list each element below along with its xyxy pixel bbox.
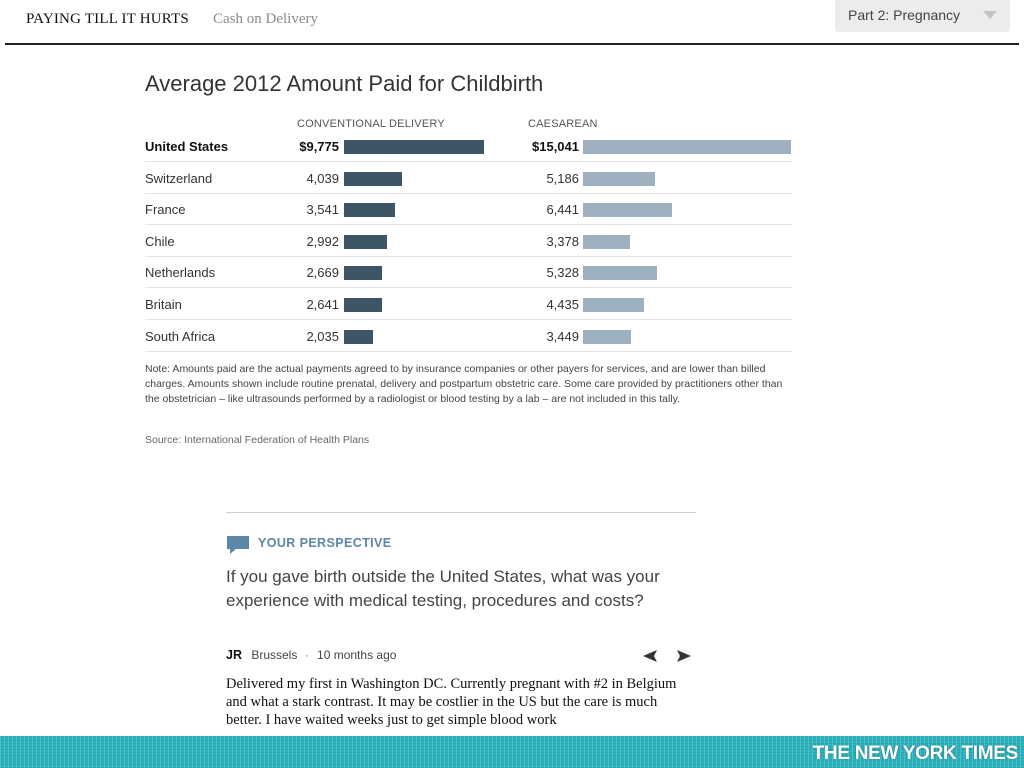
conventional-value-label: 2,035: [306, 328, 339, 344]
caesarean-value-label: 3,378: [546, 233, 579, 249]
conventional-value-label: 2,669: [306, 265, 339, 281]
conventional-value-label: 2,641: [306, 297, 339, 312]
chart-row: Britain 2,641 4,435: [145, 288, 792, 320]
conventional-bar: [344, 298, 382, 312]
series-title[interactable]: PAYING TILL IT HURTS: [26, 11, 189, 27]
country-label: United States: [145, 139, 229, 154]
part-select-label: Part 2: Pregnancy: [848, 7, 961, 23]
caesarean-value-label: 3,449: [546, 328, 579, 344]
chart-source: Source: International Federation of Heal…: [145, 434, 370, 446]
caesarean-bar: [583, 140, 791, 154]
chart-title: Average 2012 Amount Paid for Childbirth: [145, 71, 544, 96]
perspective-heading: YOUR PERSPECTIVE: [258, 536, 392, 550]
caesarean-value-label: $15,041: [532, 139, 579, 154]
caesarean-bar: [583, 171, 655, 186]
comment-meta: JR Brussels · 10 months ago: [226, 648, 396, 662]
conventional-bar: [344, 203, 395, 218]
caesarean-bar: [583, 298, 644, 312]
chart-row: Chile 2,992 3,378: [145, 225, 792, 257]
caesarean-bar: [583, 234, 630, 249]
arrow-right-icon[interactable]: [676, 649, 692, 663]
conventional-bar: [344, 266, 382, 281]
conventional-value-label: 2,992: [306, 233, 339, 249]
comment-time: 10 months ago: [317, 648, 397, 662]
caesarean-value-label: 5,328: [546, 265, 579, 281]
part-select-dropdown[interactable]: Part 2: Pregnancy: [835, 0, 1010, 32]
chevron-down-icon: [983, 11, 997, 19]
perspective-question: If you gave birth outside the United Sta…: [226, 567, 660, 610]
column-header-conventional: CONVENTIONAL DELIVERY: [297, 118, 445, 130]
conventional-value-label: 3,541: [306, 202, 339, 218]
conventional-bar: [344, 234, 387, 249]
chart-row: South Africa 2,035 3,449: [145, 320, 792, 352]
footer-banner: THE NEW YORK TIMES: [0, 736, 1024, 768]
comment-body: Delivered my first in Washington DC. Cur…: [226, 676, 677, 728]
caesarean-bar: [583, 203, 672, 218]
arrow-left-icon[interactable]: [642, 649, 658, 663]
country-label: Chile: [145, 233, 175, 249]
country-label: Britain: [145, 297, 182, 312]
conventional-bar: [344, 140, 484, 154]
country-label: South Africa: [145, 328, 216, 344]
caesarean-bar: [583, 329, 631, 344]
meta-separator: ·: [304, 648, 309, 662]
country-label: France: [145, 202, 186, 218]
chart-row: United States $9,775 $15,041: [145, 130, 792, 162]
caesarean-value-label: 5,186: [546, 170, 579, 186]
country-label: Netherlands: [145, 265, 216, 281]
conventional-value-label: 4,039: [306, 170, 339, 186]
comment-author: JR: [226, 648, 242, 662]
conventional-value-label: $9,775: [299, 139, 339, 154]
chart-row: Netherlands 2,669 5,328: [145, 256, 792, 289]
conventional-bar: [344, 329, 373, 344]
country-label: Switzerland: [145, 170, 213, 186]
conventional-bar: [344, 171, 402, 186]
article-subtitle[interactable]: Cash on Delivery: [213, 11, 318, 27]
chart-note: Note: Amounts paid are the actual paymen…: [145, 363, 783, 405]
caesarean-bar: [583, 266, 657, 281]
header: PAYING TILL IT HURTS Cash on Delivery Pa…: [0, 0, 1024, 45]
speech-bubble-icon: [227, 536, 249, 554]
brand-logo: THE NEW YORK TIMES: [812, 743, 1019, 764]
comment-location: Brussels: [251, 648, 298, 662]
column-header-caesarean: CAESAREAN: [528, 118, 598, 130]
header-divider: [5, 43, 1019, 45]
chart-row: France 3,541 6,441: [145, 193, 792, 226]
chart-row: Switzerland 4,039 5,186: [145, 162, 792, 194]
caesarean-value-label: 4,435: [546, 297, 579, 312]
section-divider: [226, 512, 696, 513]
caesarean-value-label: 6,441: [546, 202, 579, 218]
